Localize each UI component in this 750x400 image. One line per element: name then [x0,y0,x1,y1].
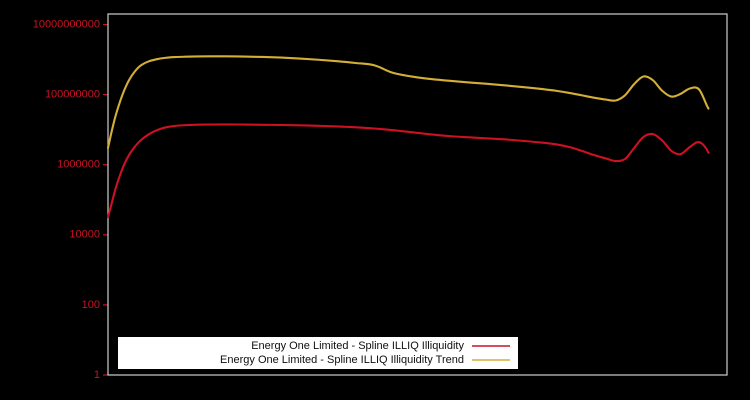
y-axis-tick-labels: 10000000000 100000000 1000000 10000 100 1 [33,18,100,380]
data-series-group [106,55,710,219]
y-axis-tick-label: 100000000 [45,89,100,101]
series-line-illiquidity-trend [106,55,710,150]
legend-label: Energy One Limited - Spline ILLIQ Illiqu… [251,340,464,352]
y-axis-tick-label: 10000 [69,229,100,241]
plot-area-frame [107,13,728,376]
y-axis-tick-label: 100 [82,299,100,311]
y-axis-tick-label: 10000000000 [33,18,100,30]
chart-legend[interactable]: Energy One Limited - Spline ILLIQ Illiqu… [118,337,518,369]
legend-label: Energy One Limited - Spline ILLIQ Illiqu… [220,354,464,366]
series-line-illiquidity [106,123,710,219]
y-axis-tick-label: 1 [94,369,100,381]
y-axis-tick-label: 1000000 [57,159,100,171]
y-axis-tick-marks [103,23,108,376]
legend-background [118,337,518,369]
